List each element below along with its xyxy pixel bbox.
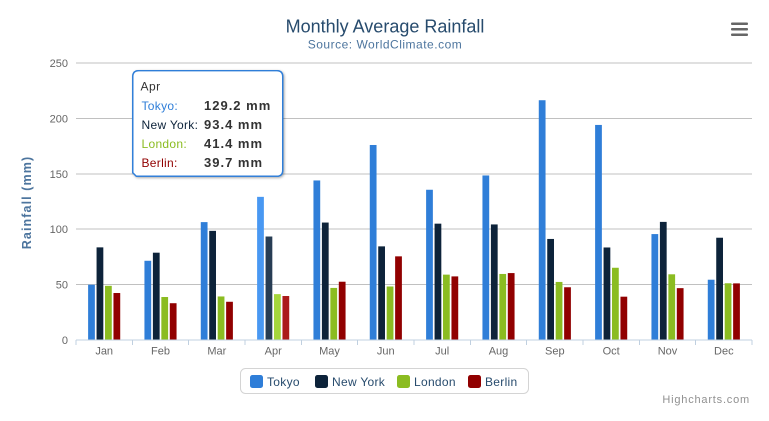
svg-text:0: 0 <box>62 335 68 347</box>
svg-text:Mar: Mar <box>207 346 226 358</box>
svg-text:100: 100 <box>50 224 68 236</box>
svg-text:39.7 mm: 39.7 mm <box>204 155 263 170</box>
svg-text:Apr: Apr <box>265 346 282 358</box>
svg-text:Jan: Jan <box>95 346 113 358</box>
svg-text:London: London <box>414 375 456 389</box>
svg-text:Highcharts.com: Highcharts.com <box>662 394 750 406</box>
svg-text:Source: WorldClimate.com: Source: WorldClimate.com <box>308 38 463 52</box>
svg-text:May: May <box>319 346 340 358</box>
svg-text:Berlin: Berlin <box>485 375 517 389</box>
svg-text:Nov: Nov <box>658 346 678 358</box>
svg-text:Jul: Jul <box>435 346 449 358</box>
svg-text:41.4 mm: 41.4 mm <box>204 136 263 151</box>
svg-text:New York:: New York: <box>142 118 199 132</box>
svg-text:50: 50 <box>56 280 68 292</box>
svg-text:Tokyo: Tokyo <box>267 375 300 389</box>
svg-text:Feb: Feb <box>151 346 170 358</box>
svg-text:Dec: Dec <box>714 346 734 358</box>
svg-text:Tokyo:: Tokyo: <box>142 99 178 113</box>
svg-text:Jun: Jun <box>377 346 395 358</box>
svg-text:150: 150 <box>50 169 68 181</box>
svg-text:250: 250 <box>50 58 68 70</box>
svg-text:Apr: Apr <box>141 80 161 94</box>
svg-text:200: 200 <box>50 113 68 125</box>
svg-text:93.4 mm: 93.4 mm <box>204 117 263 132</box>
svg-text:Monthly Average Rainfall: Monthly Average Rainfall <box>286 17 485 37</box>
svg-text:Aug: Aug <box>489 346 509 358</box>
svg-text:Oct: Oct <box>603 346 620 358</box>
svg-text:New York: New York <box>332 375 386 389</box>
svg-text:Sep: Sep <box>545 346 565 358</box>
svg-text:129.2 mm: 129.2 mm <box>204 98 271 113</box>
svg-text:Rainfall (mm): Rainfall (mm) <box>20 156 34 249</box>
svg-text:London:: London: <box>142 137 187 151</box>
svg-text:Berlin:: Berlin: <box>142 156 178 170</box>
